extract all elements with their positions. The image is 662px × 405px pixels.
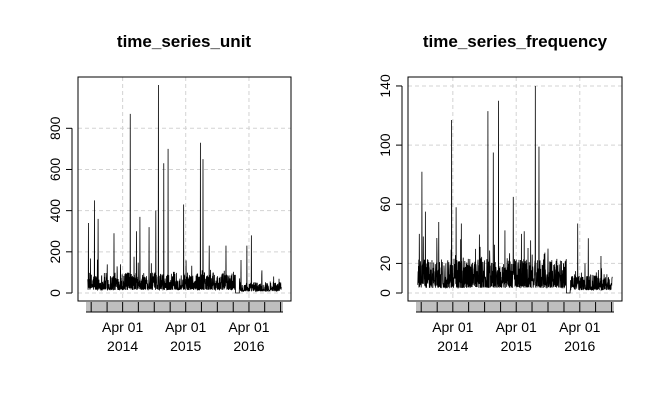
y-tick-label: 20 xyxy=(377,255,393,271)
x-tick-label-year: 2015 xyxy=(170,338,201,354)
chart-title: time_series_frequency xyxy=(423,32,608,51)
y-tick-label: 800 xyxy=(47,116,63,140)
x-tick-label: Apr 01 xyxy=(228,319,269,335)
x-tick-label-year: 2016 xyxy=(564,338,595,354)
y-tick-label: 0 xyxy=(377,289,393,297)
x-tick-label-year: 2014 xyxy=(107,338,138,354)
x-tick-label: Apr 01 xyxy=(102,319,143,335)
x-tick-label-year: 2014 xyxy=(437,338,468,354)
x-tick-label-year: 2016 xyxy=(233,338,264,354)
x-tick-label: Apr 01 xyxy=(559,319,600,335)
y-tick-label: 140 xyxy=(377,74,393,98)
chart-title: time_series_unit xyxy=(117,32,252,51)
plot-frame xyxy=(407,76,623,302)
chart-panel-2: time_series_frequency 0 20 60 100 140 Apr 01 20… xyxy=(377,32,623,354)
x-tick-label: Apr 01 xyxy=(165,319,206,335)
x-tick-label: Apr 01 xyxy=(432,319,473,335)
y-tick-label: 100 xyxy=(377,133,393,157)
plot-frame xyxy=(77,76,292,302)
x-tick-label: Apr 01 xyxy=(496,319,537,335)
x-axis-band xyxy=(416,302,614,312)
x-tick-label-year: 2015 xyxy=(501,338,532,354)
y-tick-label: 600 xyxy=(47,158,63,182)
chart-panel-1: time_series_unit 0 200 400 600 800 Apr 01 2014 A… xyxy=(47,32,292,354)
series-line xyxy=(87,85,282,294)
x-axis-band xyxy=(86,302,283,312)
y-tick-label: 200 xyxy=(47,240,63,264)
y-tick-label: 400 xyxy=(47,199,63,223)
series-line xyxy=(417,85,613,294)
y-tick-label: 60 xyxy=(377,196,393,212)
y-tick-label: 0 xyxy=(47,289,63,297)
